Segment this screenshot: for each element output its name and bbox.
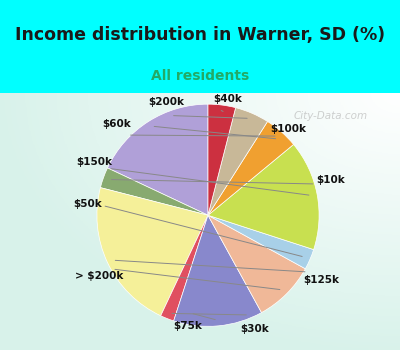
Wedge shape — [208, 121, 294, 215]
Text: All residents: All residents — [151, 69, 249, 83]
Wedge shape — [208, 145, 319, 250]
Wedge shape — [174, 215, 262, 326]
Text: $50k: $50k — [74, 199, 102, 209]
Text: $100k: $100k — [270, 124, 306, 134]
Wedge shape — [208, 104, 236, 215]
Wedge shape — [161, 215, 208, 321]
Wedge shape — [208, 215, 314, 269]
Text: City-Data.com: City-Data.com — [294, 111, 368, 121]
Text: $60k: $60k — [102, 119, 131, 129]
Text: $10k: $10k — [316, 175, 344, 185]
Text: $40k: $40k — [214, 93, 242, 104]
Text: $75k: $75k — [174, 321, 202, 331]
Wedge shape — [208, 108, 268, 215]
Wedge shape — [208, 215, 305, 313]
Text: $30k: $30k — [240, 323, 269, 334]
Text: $125k: $125k — [303, 275, 339, 285]
Text: Income distribution in Warner, SD (%): Income distribution in Warner, SD (%) — [15, 26, 385, 44]
Text: $200k: $200k — [148, 97, 184, 107]
Text: > $200k: > $200k — [75, 271, 123, 281]
Wedge shape — [97, 188, 208, 316]
Wedge shape — [108, 104, 208, 215]
Wedge shape — [100, 168, 208, 215]
Text: $150k: $150k — [77, 157, 113, 167]
